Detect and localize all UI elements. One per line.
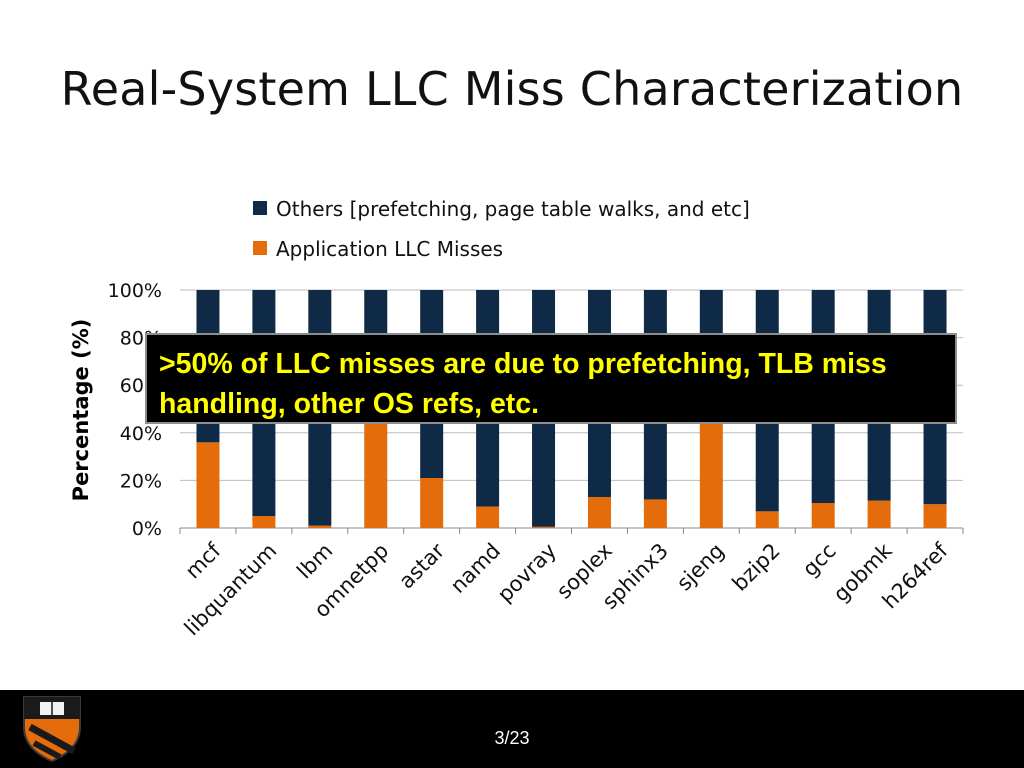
legend-label-app: Application LLC Misses xyxy=(276,237,503,261)
legend-label-others: Others [prefetching, page table walks, a… xyxy=(276,197,750,221)
bar-app-povray xyxy=(532,526,556,528)
bar-app-gcc xyxy=(811,503,835,528)
page-number: 3/23 xyxy=(494,728,530,748)
y-axis-label: Percentage (%) xyxy=(69,319,93,502)
bar-app-gobmk xyxy=(867,500,891,528)
legend-swatch-others xyxy=(253,201,267,215)
legend: Others [prefetching, page table walks, a… xyxy=(253,197,750,261)
slide-title: Real-System LLC Miss Characterization xyxy=(60,62,964,116)
y-tick-label: 100% xyxy=(108,280,162,302)
callout-box: >50% of LLC misses are due to prefetchin… xyxy=(145,333,957,424)
legend-swatch-app xyxy=(253,241,267,255)
bar-app-mcf xyxy=(196,442,220,528)
x-tick-label: gcc xyxy=(798,539,841,582)
bar-app-lbm xyxy=(308,525,332,528)
footer-bar: 3/23 xyxy=(0,690,1024,768)
bar-app-bzip2 xyxy=(755,511,779,528)
x-tick-label: astar xyxy=(394,538,449,593)
y-tick-label: 20% xyxy=(120,470,162,492)
x-tick-label: mcf xyxy=(181,538,226,583)
bar-app-sphinx3 xyxy=(643,499,667,528)
bar-app-astar xyxy=(420,478,444,528)
princeton-shield-icon xyxy=(23,696,81,763)
bar-app-libquantum xyxy=(252,516,276,528)
x-tick-label: sjeng xyxy=(672,539,729,596)
x-tick-label: bzip2 xyxy=(728,539,785,596)
callout-text: >50% of LLC misses are due to prefetchin… xyxy=(159,348,887,420)
bar-app-h264ref xyxy=(923,504,947,528)
y-tick-label: 40% xyxy=(120,423,162,445)
bar-app-namd xyxy=(476,506,500,528)
x-tick-label: povray xyxy=(493,539,561,607)
x-tick-label: lbm xyxy=(292,539,337,584)
y-tick-label: 0% xyxy=(132,518,162,540)
bar-app-soplex xyxy=(587,497,611,528)
